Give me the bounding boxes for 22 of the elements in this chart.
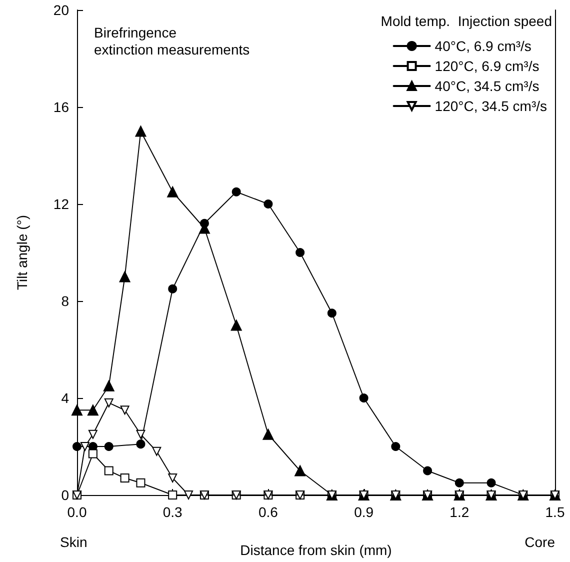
text: Skin bbox=[60, 534, 88, 550]
y-tick-label: 4 bbox=[61, 390, 70, 406]
x-tick-label: 0.6 bbox=[258, 504, 278, 520]
x-tick-label: 0.9 bbox=[354, 504, 374, 520]
legend-label: 120°C, 6.9 cm³/s bbox=[434, 58, 540, 74]
legend-label: 120°C, 34.5 cm³/s bbox=[434, 98, 548, 114]
x-tick-label: 0.0 bbox=[67, 504, 87, 520]
x-tick-label: 0.3 bbox=[162, 504, 183, 520]
y-tick-label: 0 bbox=[61, 487, 70, 503]
x-axis-title: Distance from skin (mm) bbox=[240, 542, 392, 558]
annotation: Birefringence extinction measurements bbox=[94, 24, 250, 58]
y-axis-title: Tilt angle (°) bbox=[14, 214, 30, 290]
y-tick-label: 16 bbox=[53, 99, 70, 115]
text: Core bbox=[524, 534, 556, 550]
y-tick-label: 12 bbox=[53, 196, 70, 212]
legend-label: 40°C, 6.9 cm³/s bbox=[434, 38, 532, 54]
y-tick-label: 8 bbox=[61, 293, 70, 309]
x-tick-label: 1.2 bbox=[450, 504, 470, 520]
legend-label: 40°C, 34.5 cm³/s bbox=[434, 78, 540, 94]
y-tick-label: 20 bbox=[53, 2, 70, 18]
legend-title: Mold temp. Injection speed bbox=[380, 13, 552, 29]
x-tick-label: 1.5 bbox=[545, 504, 565, 520]
